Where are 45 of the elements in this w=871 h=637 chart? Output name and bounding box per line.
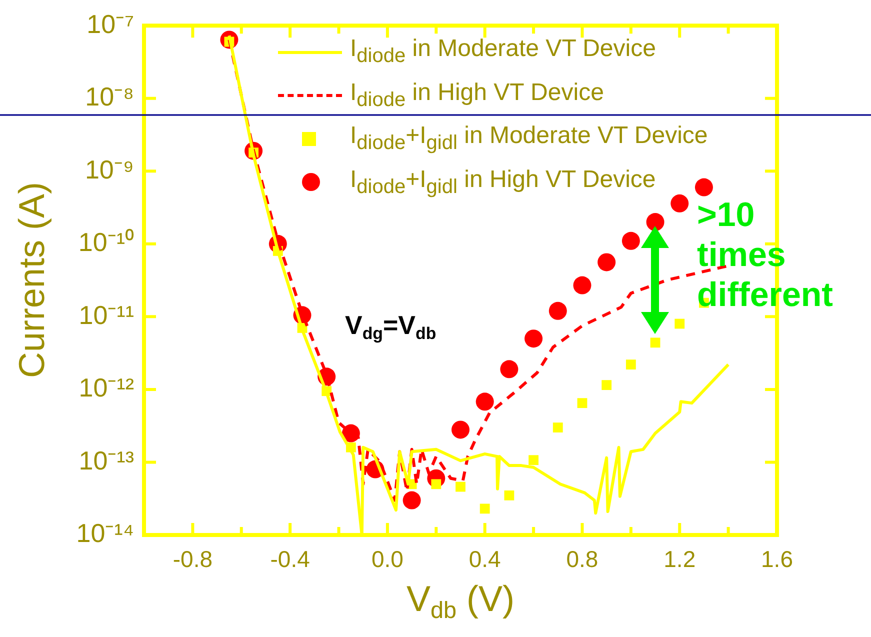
legend-label: I$_{diode}$+I$_{gidl}$ in High VT Device <box>350 166 656 199</box>
y-axis-title: Currents (A) <box>11 182 54 378</box>
point <box>552 422 563 432</box>
point <box>694 178 713 196</box>
point <box>452 420 470 439</box>
point <box>670 194 689 212</box>
y-tick-label: 10⁻¹¹ <box>78 300 134 330</box>
legend-label: I$_{diode}$ in Moderate VT Device <box>350 35 656 68</box>
point <box>504 490 514 500</box>
x-tick-label: 1.6 <box>761 546 793 572</box>
y-tick-label: 10⁻⁷ <box>86 8 134 39</box>
y-tick-label: 10⁻¹³ <box>78 445 134 476</box>
x-axis-title: V$_{db}$ (V) <box>406 578 515 624</box>
point <box>598 253 616 272</box>
y-tick-label: 10⁻⁹ <box>84 154 134 184</box>
legend-label: I$_{diode}$ in High VT Device <box>350 78 604 112</box>
x-tick-label: -0.4 <box>270 546 310 572</box>
x-tick-label: 0.8 <box>566 546 598 572</box>
point <box>602 380 612 390</box>
y-tick-label: 10⁻¹² <box>78 372 134 403</box>
point <box>573 276 592 294</box>
x-tick-label: 0.4 <box>468 546 502 572</box>
point <box>476 392 494 411</box>
point <box>431 479 442 490</box>
point <box>577 398 588 408</box>
annotation: V$_{dg}$=V$_{db}$ <box>345 310 436 344</box>
point <box>650 338 660 348</box>
y-tick-label: 10⁻¹⁰ <box>78 227 134 258</box>
x-tick-label: -0.8 <box>172 546 213 572</box>
point <box>626 360 636 370</box>
point <box>548 302 567 320</box>
y-tick-label: 10⁻⁸ <box>85 82 134 112</box>
point <box>402 491 421 510</box>
y-tick-label: 10⁻¹⁴ <box>76 518 134 548</box>
point <box>500 360 518 378</box>
point <box>674 318 685 329</box>
point <box>528 455 538 466</box>
point <box>480 504 490 514</box>
point <box>646 213 664 232</box>
x-tick-label: 1.2 <box>664 546 696 572</box>
point <box>622 232 640 250</box>
point <box>456 482 466 492</box>
point <box>524 330 543 348</box>
legend-label: I$_{diode}$+I$_{gidl}$ in Moderate VT Device <box>350 122 708 156</box>
x-tick-label: 0.0 <box>371 546 404 572</box>
